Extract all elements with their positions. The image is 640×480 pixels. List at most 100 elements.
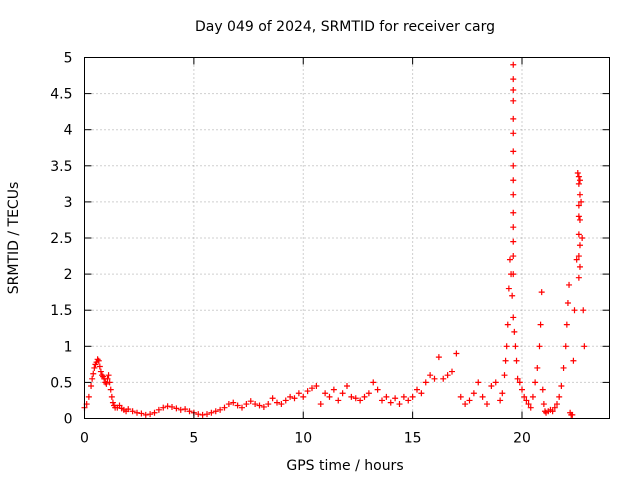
data-point: [462, 401, 469, 408]
plot-area: [81, 61, 588, 418]
data-point: [580, 307, 587, 314]
data-point: [160, 404, 167, 411]
data-point: [147, 411, 154, 418]
data-point: [105, 372, 112, 379]
data-point: [497, 397, 504, 404]
data-point: [506, 256, 513, 263]
x-tick-label: 0: [80, 431, 89, 447]
data-point: [414, 386, 420, 393]
data-point: [239, 404, 245, 411]
data-point: [551, 404, 558, 411]
data-point: [370, 379, 377, 386]
data-point: [164, 403, 171, 410]
data-point: [243, 401, 250, 408]
data-point: [278, 401, 285, 408]
data-point: [510, 191, 517, 198]
data-point: [538, 289, 545, 296]
data-point: [326, 393, 333, 400]
x-tick-label: 10: [294, 431, 312, 447]
data-series: [510, 61, 517, 278]
data-point: [576, 242, 583, 249]
data-point: [575, 173, 582, 180]
data-point: [511, 328, 518, 335]
data-point: [199, 411, 206, 418]
data-point: [569, 411, 576, 418]
data-point: [554, 401, 560, 408]
data-point: [234, 402, 241, 409]
data-point: [510, 148, 517, 155]
data-point: [313, 383, 320, 390]
data-point: [440, 375, 447, 382]
data-point: [516, 379, 523, 386]
data-point: [566, 281, 573, 288]
data-point: [502, 357, 509, 364]
data-point: [89, 375, 96, 382]
data-point: [484, 401, 490, 408]
data-point: [560, 364, 567, 371]
data-point: [575, 202, 582, 209]
data-point: [107, 386, 114, 393]
data-point: [260, 403, 267, 410]
data-point: [352, 395, 359, 402]
data-point: [501, 372, 508, 379]
data-point: [129, 408, 136, 415]
data-point: [169, 403, 175, 410]
data-point: [217, 406, 224, 413]
data-point: [256, 402, 263, 409]
data-point: [322, 390, 329, 397]
data-point: [564, 299, 571, 306]
data-point: [529, 393, 536, 400]
data-point: [155, 406, 162, 413]
data-point: [379, 397, 385, 404]
data-point: [104, 375, 111, 382]
data-point: [475, 379, 482, 386]
data-point: [361, 393, 368, 400]
data-point: [558, 383, 565, 390]
data-point: [374, 386, 381, 393]
y-tick-label: 4: [64, 123, 73, 139]
plot-frame: [84, 57, 610, 419]
data-point: [409, 393, 416, 400]
data-point: [225, 401, 232, 408]
data-point: [510, 115, 517, 122]
data-point: [182, 406, 189, 413]
data-point: [265, 401, 272, 408]
y-tick-label: 0.5: [50, 375, 72, 391]
data-point: [504, 321, 511, 328]
data-series: [574, 170, 583, 281]
y-tick-label: 5: [64, 51, 73, 67]
data-point: [405, 397, 412, 404]
data-point: [138, 410, 145, 417]
data-point: [335, 397, 342, 404]
data-point: [295, 390, 302, 397]
data-point: [492, 379, 499, 386]
data-point: [466, 397, 473, 404]
data-point: [510, 224, 517, 231]
data-point: [300, 393, 307, 400]
y-tick-label: 2: [64, 267, 73, 283]
data-point: [540, 401, 547, 408]
data-point: [575, 231, 582, 238]
data-point: [344, 383, 350, 390]
data-point: [575, 180, 582, 187]
data-point: [95, 357, 102, 364]
data-point: [108, 393, 115, 400]
data-series: [81, 177, 588, 418]
x-tick-label: 15: [404, 431, 422, 447]
data-point: [457, 393, 464, 400]
data-point: [510, 209, 517, 216]
data-point: [449, 368, 455, 375]
data-point: [510, 76, 517, 83]
grid-lines: [84, 57, 610, 419]
data-point: [91, 364, 98, 371]
x-tick-label: 5: [189, 431, 198, 447]
data-point: [512, 343, 519, 350]
data-point: [330, 386, 337, 393]
data-point: [208, 409, 215, 416]
data-point: [510, 86, 517, 93]
y-tick-label: 1: [64, 339, 73, 355]
axis-ticks: 0 0.5 1 1.5 2 2.5 3 3.5 4 4.5 5 0 5 10 15 20: [50, 51, 610, 447]
data-point: [383, 393, 390, 400]
data-point: [453, 350, 460, 357]
